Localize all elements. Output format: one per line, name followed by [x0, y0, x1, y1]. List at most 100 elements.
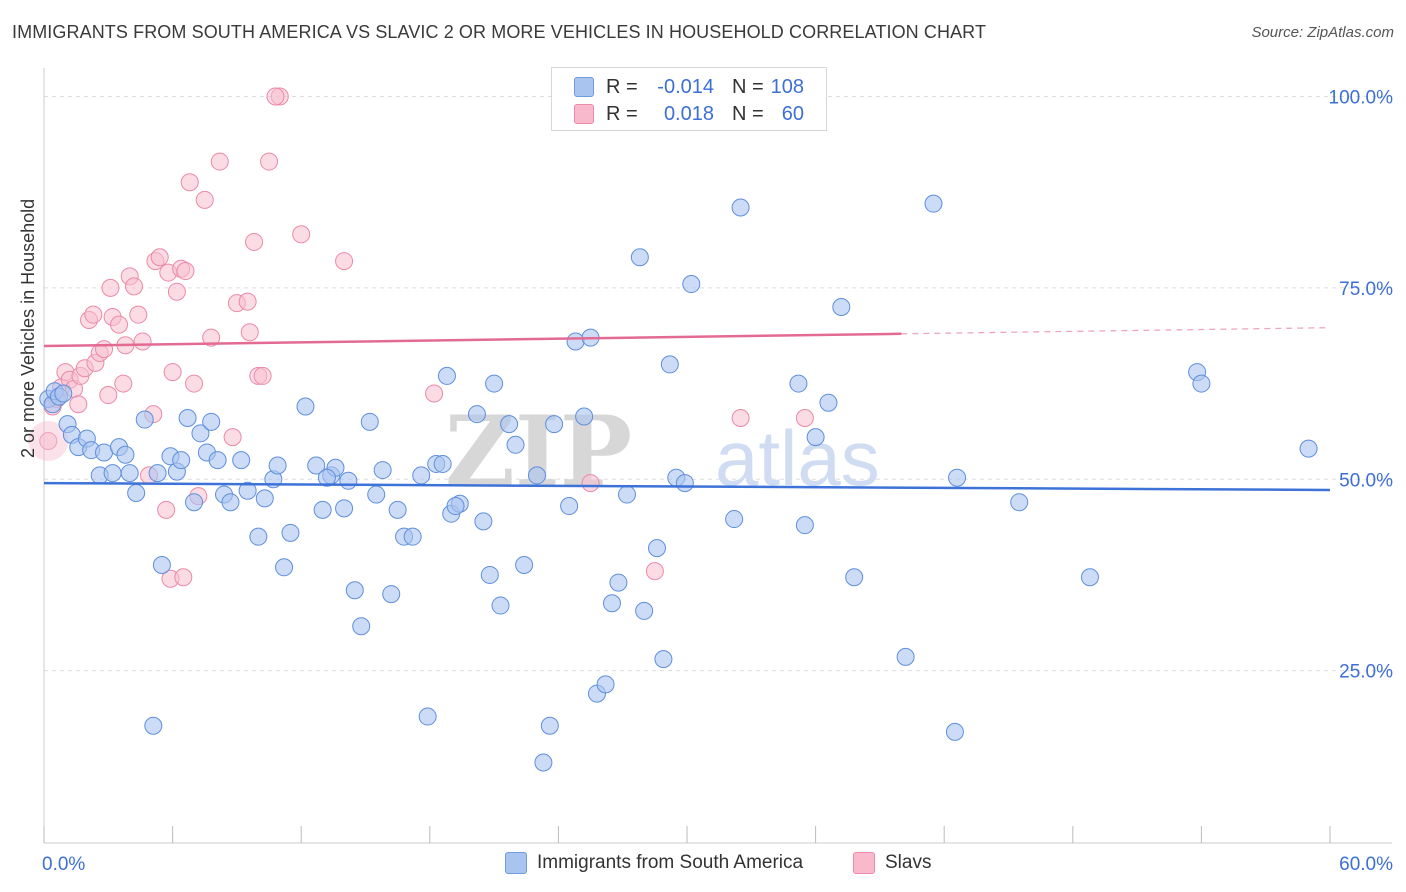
series-legend: Immigrants from South America Slavs	[0, 852, 1406, 878]
data-point-south-america	[1080, 568, 1099, 587]
y-tick-label: 100.0%	[1329, 88, 1394, 109]
trend-lines	[43, 327, 1331, 492]
data-point-south-america	[731, 198, 750, 217]
legend-n-value: 108	[770, 75, 804, 98]
y-axis-label: 2 or more Vehicles in Household	[18, 198, 38, 458]
legend-n-label: N =	[732, 102, 764, 125]
data-point-slavs	[731, 409, 750, 428]
data-point-slavs	[210, 152, 229, 171]
data-point-slavs	[39, 431, 58, 450]
data-point-south-america	[540, 716, 559, 735]
data-point-south-america	[630, 248, 649, 267]
data-point-south-america	[382, 585, 401, 604]
data-point-south-america	[467, 405, 486, 424]
data-point-slavs	[292, 225, 311, 244]
source-label[interactable]: Source: ZipAtlas.com	[1251, 24, 1394, 41]
data-point-south-america	[185, 493, 204, 512]
data-point-south-america	[127, 484, 146, 503]
data-point-slavs	[202, 328, 221, 347]
data-point-south-america	[491, 596, 510, 615]
data-point-south-america	[367, 485, 386, 504]
data-point-south-america	[335, 499, 354, 518]
data-point-south-america	[485, 374, 504, 393]
legend-r-label: R =	[606, 102, 638, 125]
legend-label: Slavs	[885, 852, 932, 873]
data-point-south-america	[403, 527, 422, 546]
x-tick-label: 0.0%	[42, 854, 85, 875]
x-tick-label: 60.0%	[1339, 854, 1393, 875]
data-point-south-america	[317, 468, 336, 487]
trend-line-slavs-extension	[901, 327, 1331, 335]
legend-r-value: -0.014	[657, 75, 714, 98]
data-point-south-america	[152, 555, 171, 574]
trend-line-slavs	[43, 332, 902, 348]
data-point-south-america	[474, 512, 493, 531]
data-point-south-america	[819, 393, 838, 412]
data-point-south-america	[202, 412, 221, 431]
data-point-south-america	[617, 485, 636, 504]
data-point-slavs	[245, 232, 264, 251]
y-tick-label: 75.0%	[1339, 279, 1393, 300]
data-point-south-america	[238, 481, 257, 500]
series-south-america-points	[39, 194, 1318, 772]
legend-row-slavs[interactable]: R = 0.018 N = 60	[574, 101, 804, 127]
data-point-south-america	[1192, 374, 1211, 393]
data-point-slavs	[581, 474, 600, 493]
data-point-slavs	[176, 262, 195, 281]
data-point-south-america	[103, 464, 122, 483]
data-point-south-america	[795, 516, 814, 535]
legend-row-south-america[interactable]: R = -0.014 N = 108	[574, 74, 804, 100]
legend-item-south-america[interactable]: Immigrants from South America	[505, 852, 803, 874]
trend-line-south-america	[43, 481, 1331, 492]
data-point-south-america	[388, 500, 407, 519]
axes	[43, 68, 1392, 844]
data-point-slavs-cluster	[28, 420, 69, 461]
data-point-south-america	[360, 412, 379, 431]
data-point-south-america	[418, 707, 437, 726]
data-point-south-america	[54, 384, 73, 403]
y-tick-label: 25.0%	[1339, 662, 1393, 683]
data-point-south-america	[268, 456, 287, 475]
data-point-slavs	[101, 278, 120, 297]
data-point-slavs	[95, 340, 114, 359]
data-point-slavs	[157, 500, 176, 519]
data-point-slavs	[335, 252, 354, 271]
legend-swatch-blue	[505, 852, 527, 874]
data-point-south-america	[500, 415, 519, 434]
data-point-south-america	[116, 445, 135, 464]
tick-labels: 25.0% 50.0% 75.0% 100.0% 0.0% 60.0%	[42, 88, 1393, 876]
data-point-south-america	[682, 275, 701, 294]
data-point-south-america	[896, 647, 915, 666]
series-slavs-points	[28, 87, 814, 588]
data-point-slavs	[125, 277, 144, 296]
data-point-slavs	[238, 292, 257, 311]
data-point-south-america	[945, 722, 964, 741]
legend-n-value: 60	[781, 102, 804, 125]
legend-n-label: N =	[732, 75, 764, 98]
data-point-slavs	[425, 384, 444, 403]
data-point-south-america	[172, 451, 191, 470]
data-point-south-america	[1299, 439, 1318, 458]
data-point-slavs	[110, 315, 129, 334]
data-point-slavs	[133, 332, 152, 351]
data-point-slavs	[260, 152, 279, 171]
data-point-south-america	[249, 527, 268, 546]
data-point-south-america	[178, 409, 197, 428]
data-point-south-america	[515, 555, 534, 574]
data-point-south-america	[281, 523, 300, 542]
data-point-south-america	[647, 539, 666, 558]
legend-label: Immigrants from South America	[537, 852, 804, 873]
legend-swatch-pink	[853, 852, 875, 874]
watermark-atlas: atlas	[715, 414, 880, 502]
data-point-south-america	[602, 594, 621, 613]
data-point-south-america	[545, 415, 564, 434]
legend-item-slavs[interactable]: Slavs	[853, 852, 931, 874]
data-point-south-america	[437, 366, 456, 385]
data-point-south-america	[446, 497, 465, 516]
data-point-south-america	[208, 451, 227, 470]
data-point-south-america	[660, 355, 679, 374]
stats-legend: R = -0.014 N = 108 R = 0.018 N = 60	[551, 67, 827, 131]
data-point-south-america	[675, 474, 694, 493]
data-point-slavs	[174, 568, 193, 587]
